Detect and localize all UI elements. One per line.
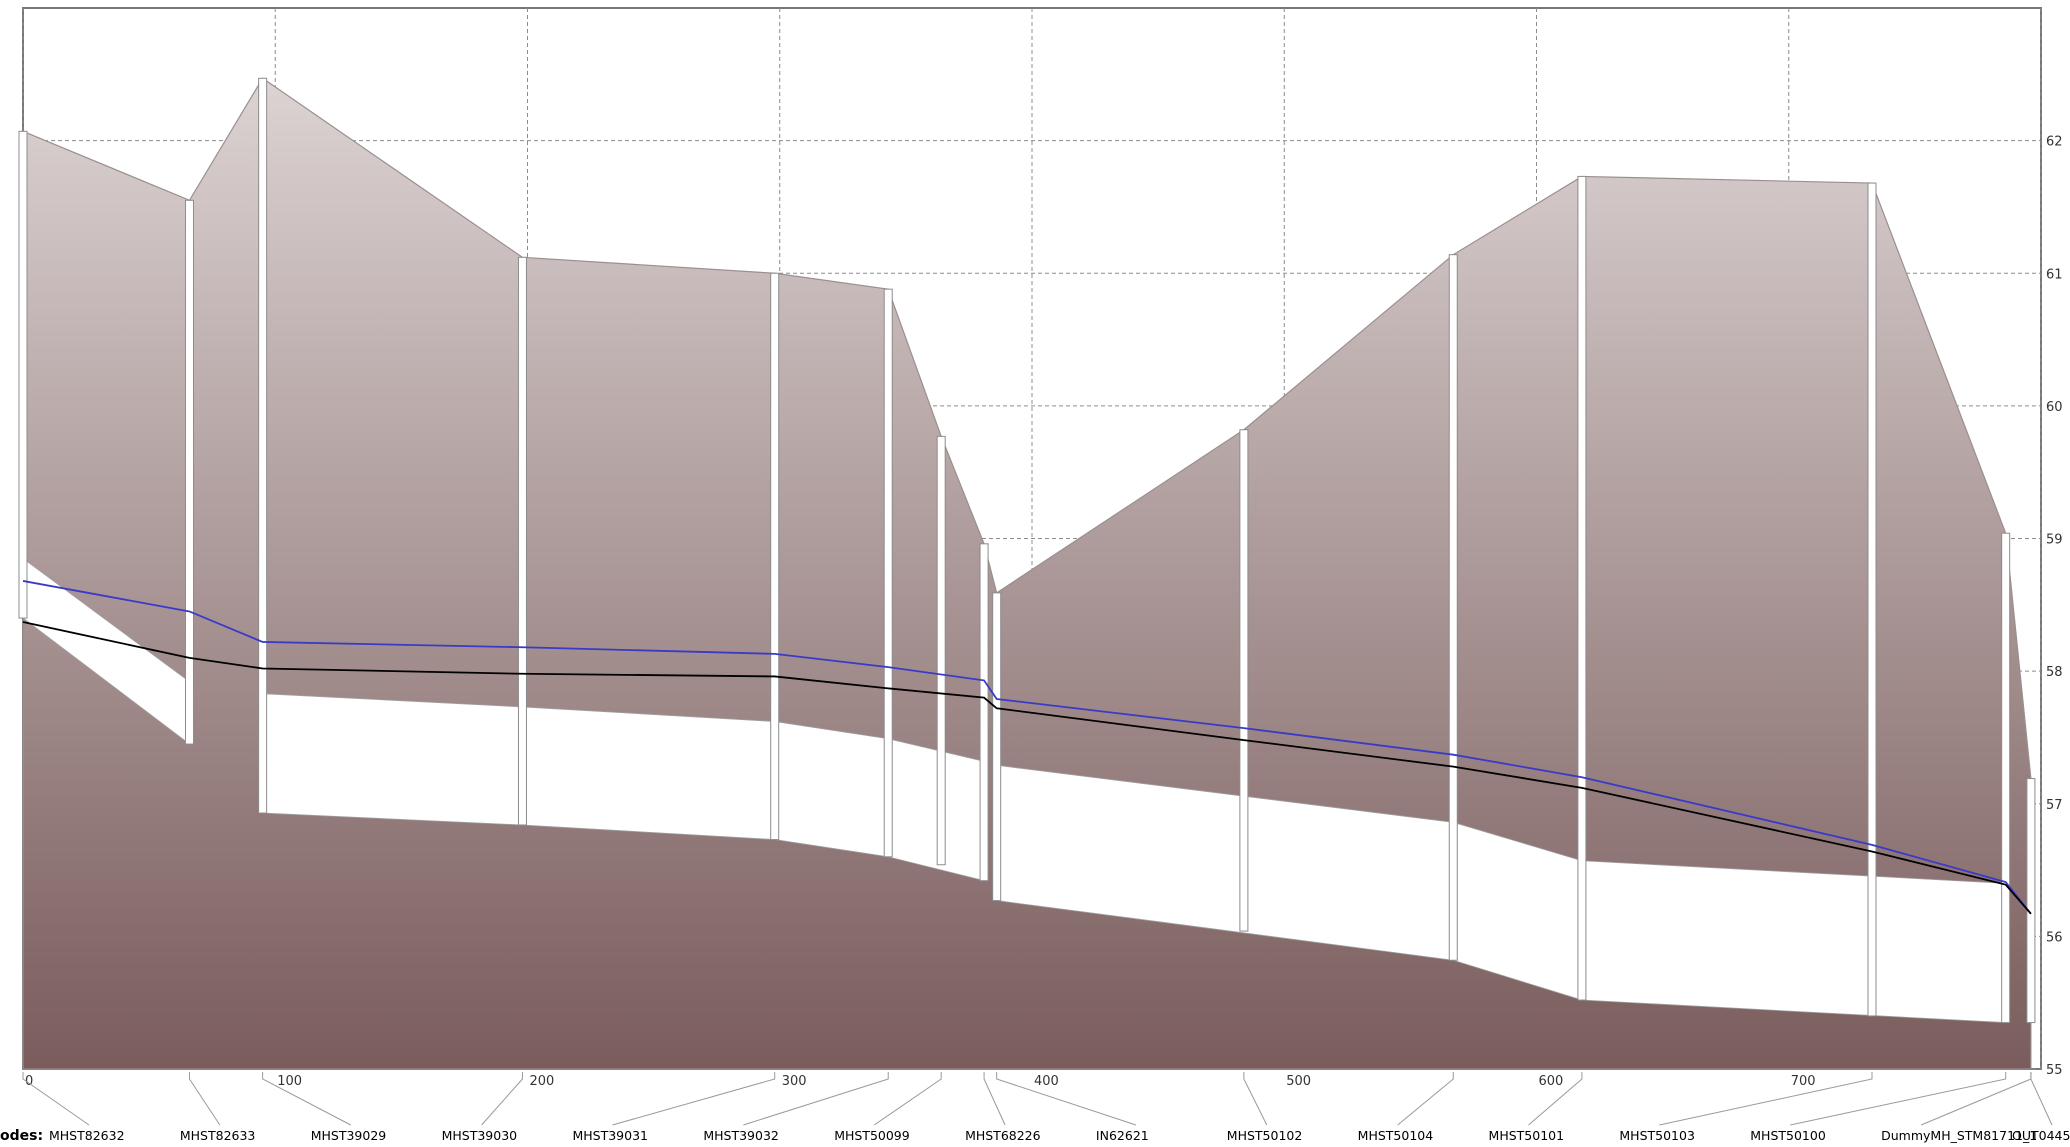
manhole [1239,429,1249,932]
x-tick-label: 500 [1286,1074,1311,1089]
node-label: MHST50101 [1489,1128,1565,1143]
manhole [979,543,989,882]
node-label: MHST82632 [49,1128,125,1143]
y-tick-label: 56 [2046,930,2063,945]
node-leader-line [1790,1072,2007,1126]
node-label: MHST82633 [180,1128,256,1143]
node-leader-line [743,1072,889,1126]
pipe-conduit [887,738,985,882]
node-leader-line [1397,1072,1454,1126]
node-label: MHST39032 [703,1128,779,1143]
node-leader-line [983,1072,1006,1126]
node-leader-line [996,1072,1137,1126]
node-label: MHST39030 [442,1128,518,1143]
node-label: MHST39029 [311,1128,387,1143]
node-leader-line [1659,1072,1873,1126]
hydraulic-grade-line [22,580,2032,915]
y-tick-label: 59 [2046,533,2063,548]
node-leader-line [481,1072,523,1126]
pipe-conduit [262,693,523,826]
nodes-label: odes: [0,1128,43,1143]
x-tick-label: 0 [25,1074,33,1089]
pipe-conduit [522,706,776,840]
node-label: MHST68226 [965,1128,1041,1143]
x-tick-label: 200 [530,1074,555,1089]
manhole [936,435,946,866]
node-leader-line [1243,1072,1268,1126]
manhole [18,130,28,619]
node-leader-line [188,1072,221,1126]
pipe-conduit [774,721,889,858]
manhole [258,77,268,814]
manhole [770,272,780,841]
node-leader-line [262,1072,351,1126]
node-label: MHST39031 [572,1128,648,1143]
level-lines [22,580,2032,915]
axes: 0 100 200 300 400 500 600 700 55 56 57 58 59 60 61 62 [25,135,2063,1089]
x-tick-label: 700 [1791,1074,1816,1089]
manhole [2026,778,2036,1024]
y-tick-label: 61 [2046,267,2063,282]
y-tick-label: 57 [2046,798,2063,813]
y-tick-label: 60 [2046,400,2063,415]
node-leader-line [22,1072,90,1126]
y-tick-label: 58 [2046,665,2063,680]
y-tick-label: 55 [2046,1063,2063,1078]
y-tick-label: 62 [2046,135,2063,150]
manhole [184,199,194,745]
x-tick-label: 600 [1539,1074,1564,1089]
node-label: DummyMH_STM81711_1 [1881,1128,2037,1143]
manhole [2001,532,2011,1024]
node-label: MHST50099 [834,1128,910,1143]
node-label: MHST50103 [1619,1128,1695,1143]
manhole [517,256,527,826]
node-leader-line [1528,1072,1583,1126]
node-label: IN62621 [1096,1128,1149,1143]
manhole [992,592,1002,902]
node-leader-line [1920,1072,2032,1126]
x-tick-label: 300 [782,1074,807,1089]
node-label: MHST50104 [1358,1128,1434,1143]
node-labels: odes: MHST82632 MHST82633 MHST39029 MHST3903… [0,1072,2070,1144]
node-label: OUT04450 [2012,1128,2070,1143]
x-tick-label: 100 [277,1074,302,1089]
pipe-conduit [1581,860,2007,1024]
node-leader-line [612,1072,776,1126]
manholes [18,77,2036,1024]
manhole [1577,175,1587,1001]
node-label: MHST50100 [1750,1128,1826,1143]
water-level-line [22,621,2032,915]
x-tick-label: 400 [1034,1074,1059,1089]
node-label: MHST50102 [1227,1128,1303,1143]
node-leader-line [873,1072,942,1126]
manhole [1867,182,1877,1017]
node-leader-line [2030,1072,2053,1126]
manhole [883,288,893,858]
manhole [1448,254,1458,961]
